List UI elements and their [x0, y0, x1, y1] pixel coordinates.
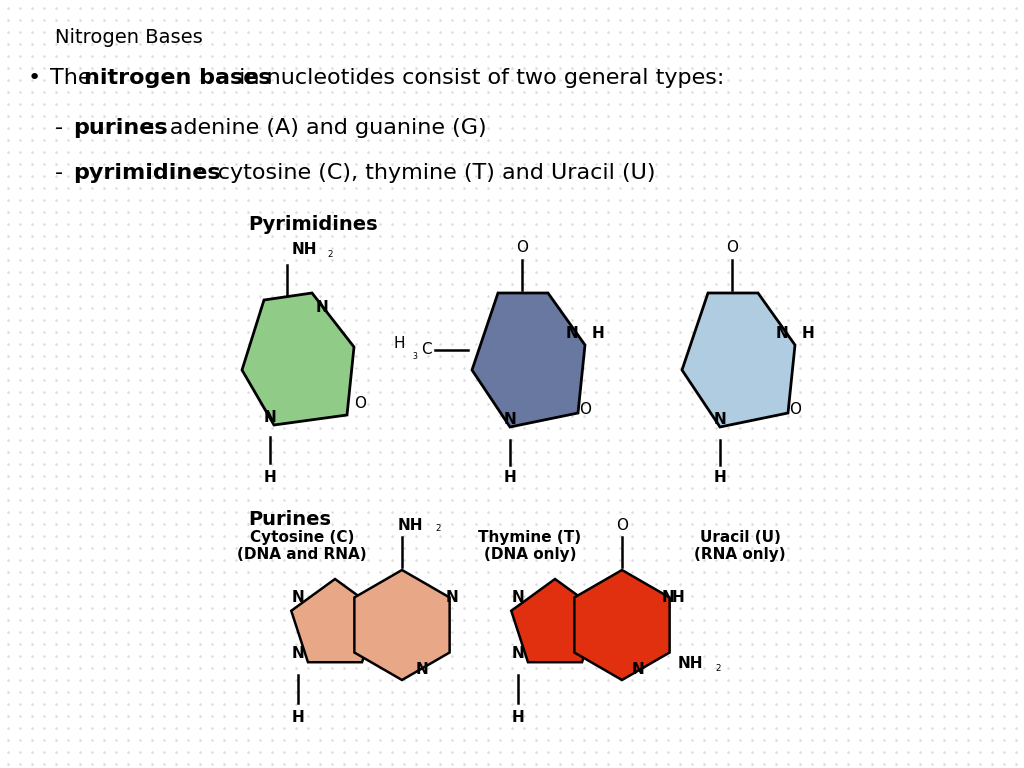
Text: N: N: [504, 412, 516, 428]
Text: The: The: [50, 68, 98, 88]
Text: $_2$: $_2$: [327, 247, 334, 260]
Polygon shape: [472, 293, 585, 427]
Text: purines: purines: [73, 118, 168, 138]
Text: :  adenine (A) and guanine (G): : adenine (A) and guanine (G): [148, 118, 486, 138]
Text: N: N: [292, 645, 304, 660]
Text: H: H: [504, 471, 516, 485]
Polygon shape: [682, 293, 795, 427]
Text: N: N: [315, 300, 329, 315]
Text: N: N: [292, 590, 304, 604]
Text: Nitrogen Bases: Nitrogen Bases: [55, 28, 203, 47]
Text: Pyrimidines: Pyrimidines: [248, 215, 378, 234]
Text: O: O: [516, 240, 528, 254]
Text: O: O: [579, 402, 591, 418]
Text: H: H: [592, 326, 604, 340]
Text: H: H: [672, 590, 684, 604]
Text: $_2$: $_2$: [434, 521, 441, 535]
Text: N: N: [565, 326, 579, 340]
Text: -: -: [55, 118, 63, 138]
Text: $_2$: $_2$: [715, 660, 721, 674]
Text: •: •: [28, 68, 41, 88]
Polygon shape: [242, 293, 354, 425]
Text: N: N: [714, 412, 726, 428]
Text: NH: NH: [292, 243, 317, 257]
Text: N: N: [263, 409, 276, 425]
Text: H: H: [292, 710, 304, 724]
Text: N: N: [445, 590, 459, 604]
Text: $_3$: $_3$: [412, 351, 418, 363]
Text: N: N: [662, 590, 675, 604]
Text: C: C: [421, 343, 432, 357]
Text: H: H: [714, 471, 726, 485]
Text: O: O: [726, 240, 738, 254]
Text: N: N: [416, 663, 428, 677]
Text: N: N: [512, 590, 524, 604]
Text: in nucleotides consist of two general types:: in nucleotides consist of two general ty…: [232, 68, 724, 88]
Text: Thymine (T)
(DNA only): Thymine (T) (DNA only): [478, 530, 582, 562]
Text: N: N: [512, 645, 524, 660]
Text: H: H: [512, 710, 524, 724]
Text: NH: NH: [398, 518, 424, 532]
Text: H: H: [802, 326, 814, 340]
Polygon shape: [291, 579, 379, 662]
Text: pyrimidines: pyrimidines: [73, 163, 220, 183]
Text: H: H: [393, 336, 406, 350]
Text: Purines: Purines: [248, 510, 331, 529]
Text: H: H: [263, 469, 276, 485]
Text: N: N: [632, 663, 644, 677]
Text: -: -: [55, 163, 63, 183]
Text: Cytosine (C)
(DNA and RNA): Cytosine (C) (DNA and RNA): [238, 530, 367, 562]
Text: :  cytosine (C), thymine (T) and Uracil (U): : cytosine (C), thymine (T) and Uracil (…: [196, 163, 655, 183]
Text: N: N: [775, 326, 788, 340]
Text: nitrogen bases: nitrogen bases: [84, 68, 271, 88]
Polygon shape: [574, 570, 670, 680]
Text: NH: NH: [678, 656, 703, 670]
Polygon shape: [511, 579, 599, 662]
Text: O: O: [616, 518, 628, 532]
Text: Uracil (U)
(RNA only): Uracil (U) (RNA only): [694, 530, 785, 562]
Text: O: O: [354, 396, 366, 411]
Text: O: O: [790, 402, 801, 418]
Polygon shape: [354, 570, 450, 680]
